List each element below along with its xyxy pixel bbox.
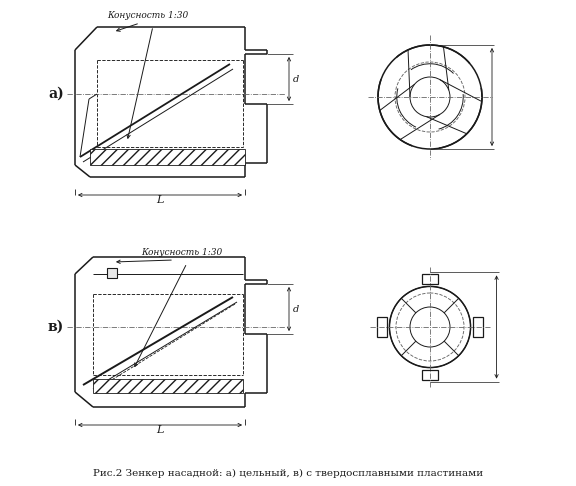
Text: Конусность 1:30: Конусность 1:30 [141, 248, 223, 257]
Bar [472, 317, 483, 337]
Text: L: L [156, 195, 164, 205]
Text: d: d [293, 74, 300, 84]
Text: в): в) [48, 320, 65, 334]
Text: L: L [156, 425, 164, 435]
Bar [93, 379, 243, 393]
Bar [90, 149, 245, 165]
Text: а): а) [48, 87, 64, 101]
Bar [422, 275, 438, 284]
Bar [107, 268, 117, 278]
Text: Конусность 1:30: Конусность 1:30 [107, 11, 188, 20]
Text: d: d [293, 305, 300, 313]
Bar [377, 317, 388, 337]
Bar [422, 369, 438, 380]
Text: Рис.2 Зенкер насадной: а) цельный, в) с твердосплавными пластинами: Рис.2 Зенкер насадной: а) цельный, в) с … [93, 469, 483, 478]
